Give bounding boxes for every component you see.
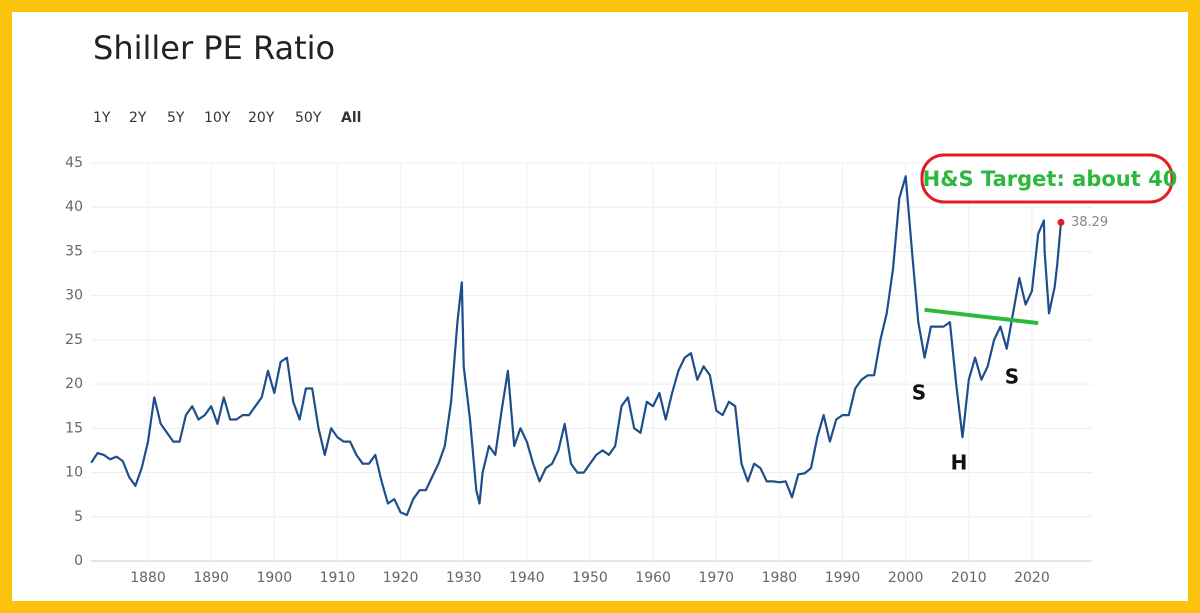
y-tick-label: 10 [65,465,83,481]
y-tick-label: 45 [65,155,83,171]
target-annotation: H&S Target: about 40 [923,167,1178,191]
x-tick-label: 1980 [762,570,798,586]
range-button[interactable]: All [341,110,361,126]
x-tick-label: 2000 [888,570,924,586]
y-tick-label: 40 [65,199,83,215]
last-value-label: 38.29 [1071,215,1108,230]
range-button[interactable]: 20Y [248,110,275,126]
y-tick-label: 30 [65,288,83,304]
x-tick-label: 1990 [825,570,861,586]
pattern-label: S [1005,365,1019,389]
y-tick-label: 35 [65,243,83,259]
x-tick-label: 1960 [635,570,671,586]
x-tick-label: 1950 [572,570,608,586]
x-tick-label: 1910 [320,570,356,586]
x-tick-label: 1900 [256,570,292,586]
range-button[interactable]: 5Y [167,110,185,126]
series-line [90,175,1063,517]
chart-title: Shiller PE Ratio [93,29,335,67]
range-button[interactable]: 2Y [129,110,147,126]
y-tick-label: 20 [65,376,83,392]
y-tick-label: 25 [65,332,83,348]
range-button[interactable]: 1Y [93,110,111,126]
y-tick-label: 15 [65,420,83,436]
x-tick-label: 1970 [698,570,734,586]
x-tick-label: 2010 [951,570,987,586]
last-point [1057,218,1065,226]
x-tick-label: 1940 [509,570,545,586]
x-tick-label: 1880 [130,570,166,586]
x-tick-label: 1920 [383,570,419,586]
y-tick-label: 0 [74,553,83,569]
x-tick-label: 1930 [446,570,482,586]
target-box [920,153,1174,204]
range-button[interactable]: 50Y [295,110,322,126]
x-tick-label: 2020 [1014,570,1050,586]
neckline [924,307,1039,326]
pattern-label: S [912,381,926,405]
y-tick-label: 5 [74,509,83,525]
pattern-label: H [951,451,968,475]
x-tick-label: 1890 [193,570,229,586]
range-button[interactable]: 10Y [204,110,231,126]
